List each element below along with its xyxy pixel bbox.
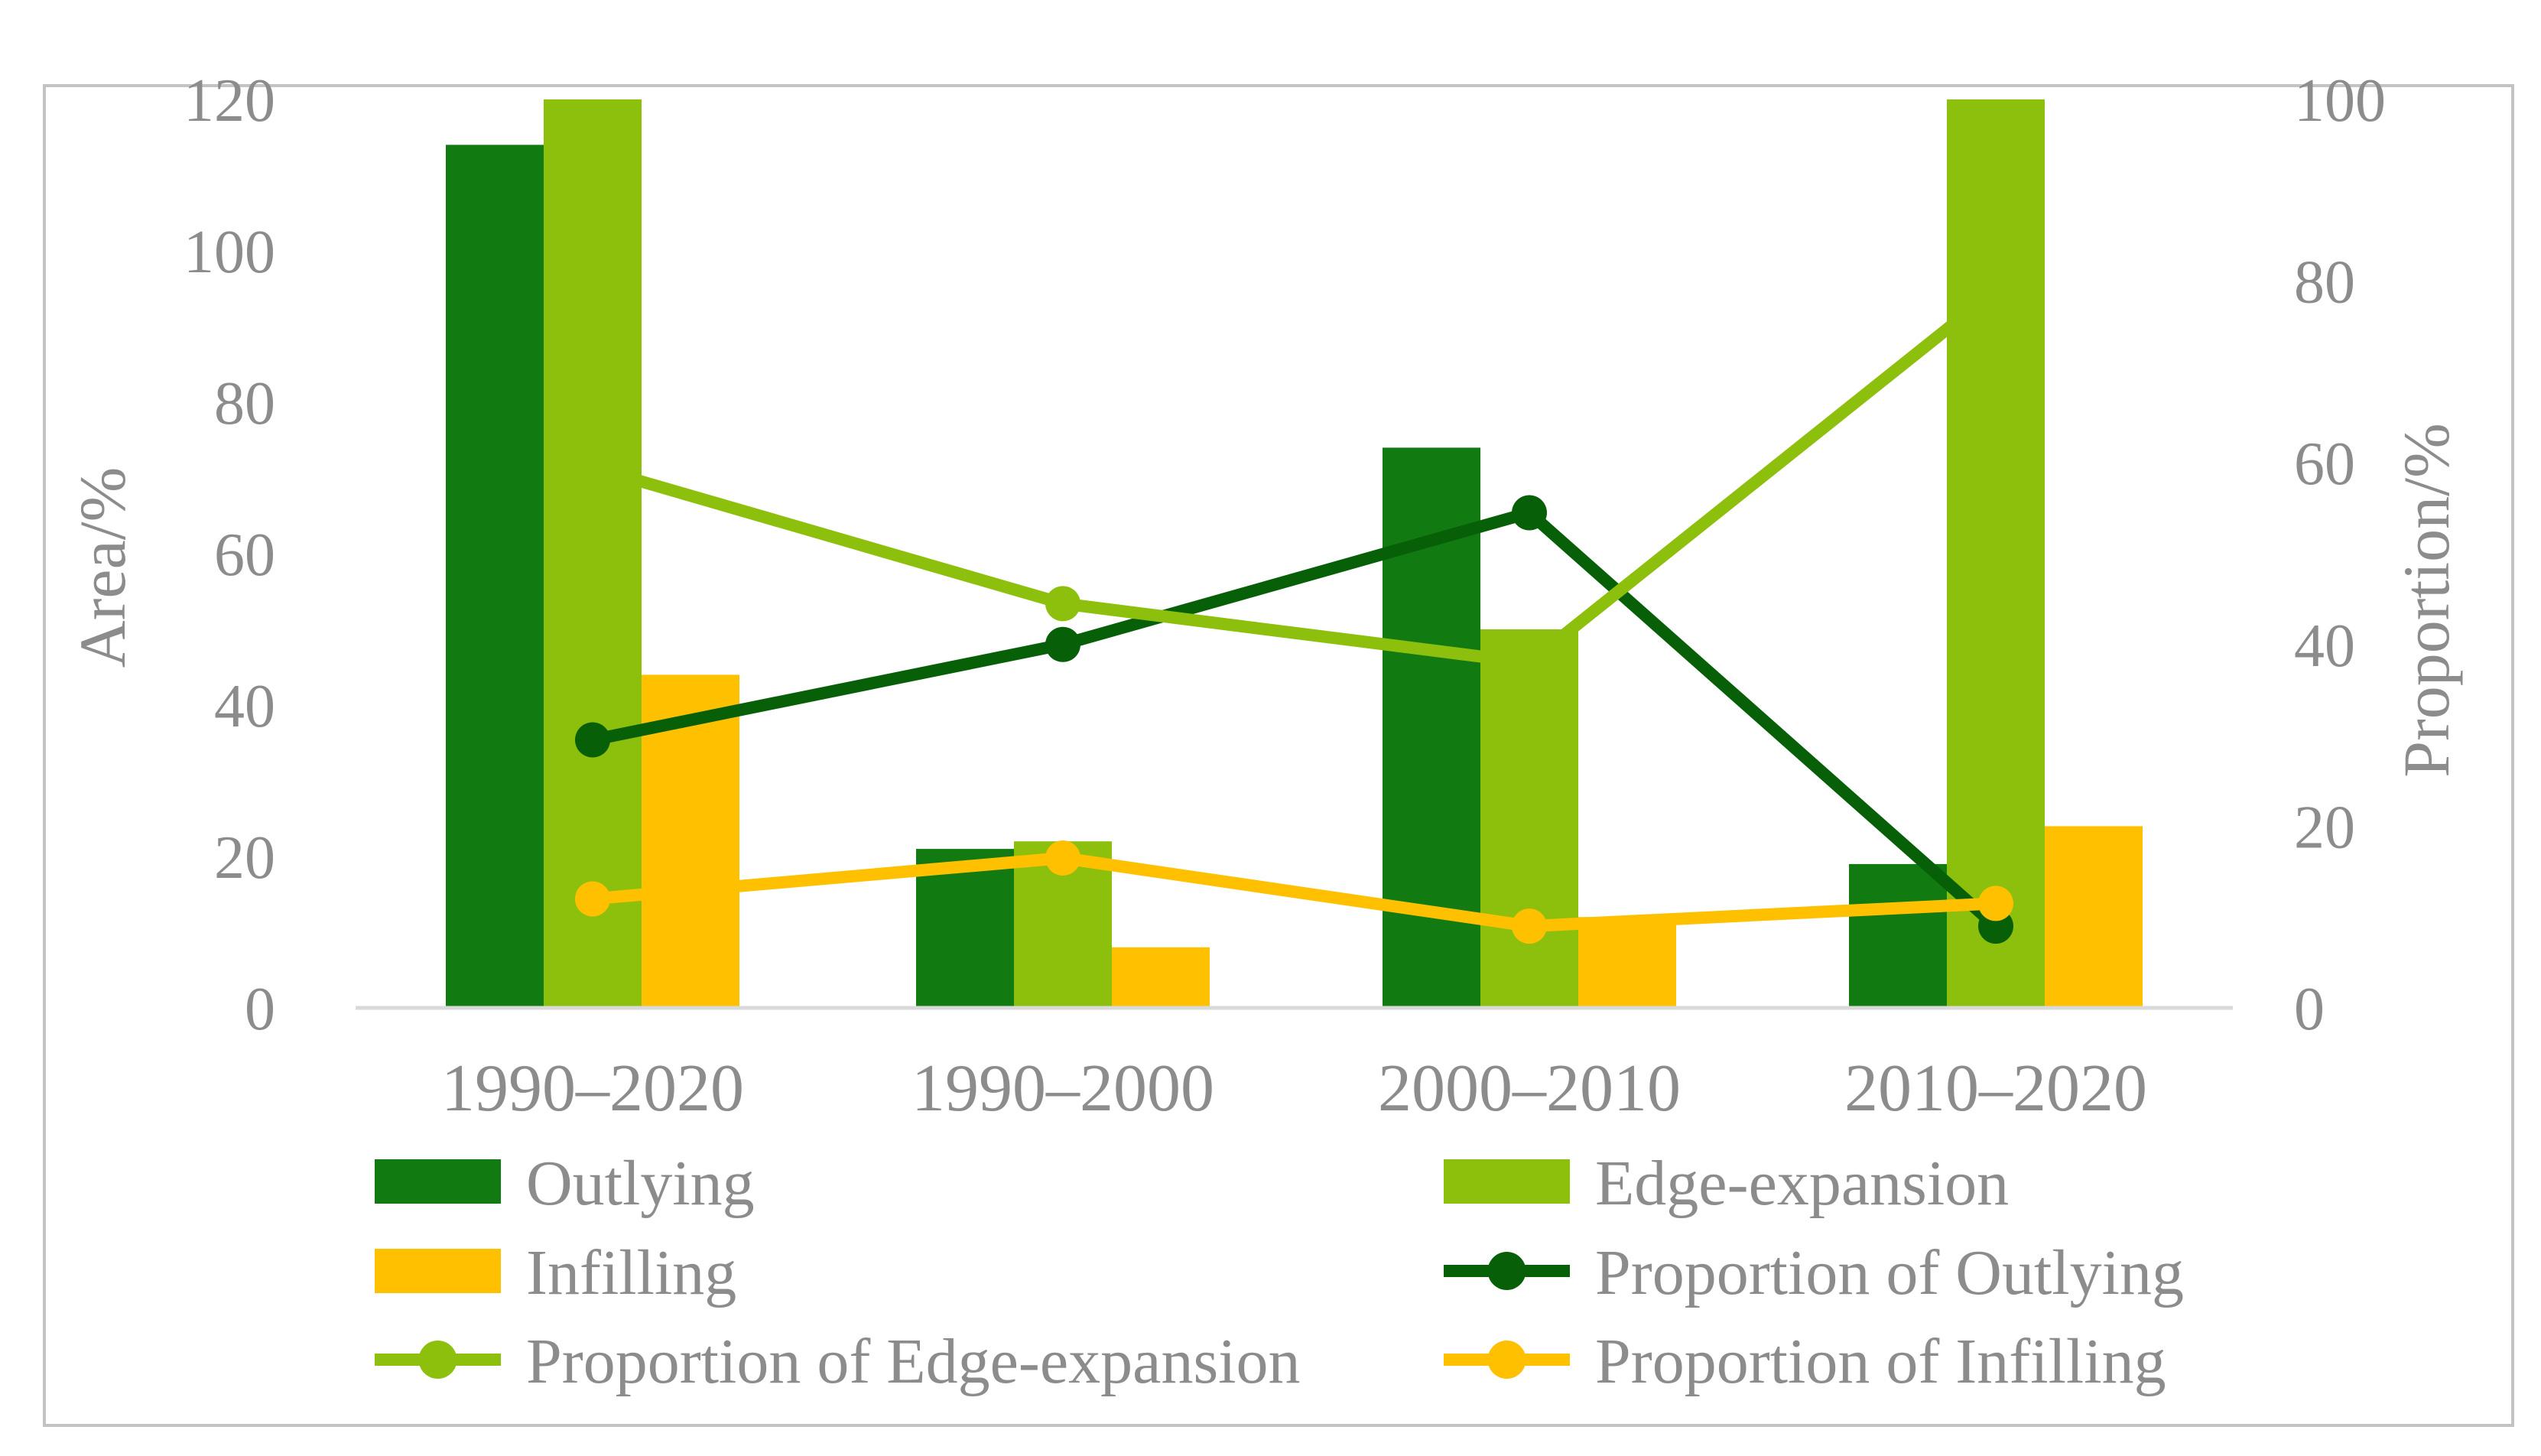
line-proportion-of-edge-expansion-marker <box>575 450 610 486</box>
left-axis-tick-label: 80 <box>214 370 275 437</box>
right-axis-tick-label: 40 <box>2294 613 2355 680</box>
line-proportion-of-infilling <box>587 851 2002 933</box>
line-proportion-of-outlying-marker <box>1045 626 1080 662</box>
bar-infilling <box>1112 947 1210 1008</box>
left-axis-tick-label: 20 <box>214 824 275 892</box>
line-proportion-of-outlying-marker <box>1512 495 1547 531</box>
bar-edge-expansion <box>544 99 642 1008</box>
line-proportion-of-infilling-marker <box>1512 908 1547 944</box>
legend-item-label: Proportion of Outlying <box>1595 1237 2184 1308</box>
right-axis-title: Proportion/% <box>2390 423 2463 777</box>
bar-infilling <box>2045 826 2143 1008</box>
x-axis-category-label: 2000–2010 <box>1378 1051 1681 1126</box>
line-proportion-of-infilling-marker <box>575 881 610 917</box>
legend-item-label: Proportion of Edge-expansion <box>526 1326 1300 1397</box>
line-proportion-of-edge-expansion-marker <box>1045 586 1080 622</box>
line-proportion-of-infilling-marker <box>1045 840 1080 876</box>
legend-swatch-line-marker <box>1487 1252 1526 1290</box>
right-axis-tick-label: 0 <box>2294 976 2325 1043</box>
line-proportion-of-outlying <box>587 506 2002 933</box>
left-axis-tick-label: 0 <box>245 976 275 1043</box>
x-axis-category-label: 1990–2000 <box>911 1051 1214 1126</box>
legend-swatch-line-marker <box>1487 1341 1526 1379</box>
legend-swatch-bar <box>375 1159 501 1204</box>
line-proportion-of-infilling-marker <box>1978 886 2013 921</box>
left-axis-tick-label: 60 <box>214 522 275 589</box>
right-axis-tick-label: 80 <box>2294 249 2355 317</box>
legend-item-label: Outlying <box>526 1148 755 1219</box>
right-axis-tick-label: 20 <box>2294 794 2355 861</box>
legend-swatch-bar <box>1444 1159 1570 1204</box>
x-axis-category-label: 1990–2020 <box>441 1051 744 1126</box>
line-proportion-of-edge-expansion-marker <box>1512 645 1547 681</box>
line-proportion-of-edge-expansion <box>587 284 2002 669</box>
right-axis-tick-label: 60 <box>2294 431 2355 498</box>
legend-swatch-bar <box>375 1249 501 1293</box>
bar-infilling <box>1578 917 1676 1008</box>
legend-swatch-line-marker <box>418 1341 457 1379</box>
line-proportion-of-edge-expansion-marker <box>1978 272 2013 308</box>
bar-outlying <box>446 145 544 1008</box>
left-axis-title: Area/% <box>66 467 139 668</box>
bar-edge-expansion <box>1480 629 1578 1008</box>
left-axis-tick-label: 40 <box>214 673 275 740</box>
legend-item-label: Edge-expansion <box>1595 1148 2009 1219</box>
left-axis-tick-label: 120 <box>184 67 275 135</box>
bar-outlying <box>1849 863 1947 1008</box>
right-axis-tick-label: 100 <box>2294 67 2386 135</box>
bar-edge-expansion <box>1947 99 2045 1008</box>
x-axis-category-label: 2010–2020 <box>1844 1051 2147 1126</box>
legend-item-label: Proportion of Infilling <box>1595 1326 2166 1397</box>
line-proportion-of-outlying-marker <box>575 722 610 758</box>
figure-frame <box>43 84 2514 1427</box>
legend-item-label: Infilling <box>526 1237 736 1308</box>
left-axis-tick-label: 100 <box>184 219 275 286</box>
